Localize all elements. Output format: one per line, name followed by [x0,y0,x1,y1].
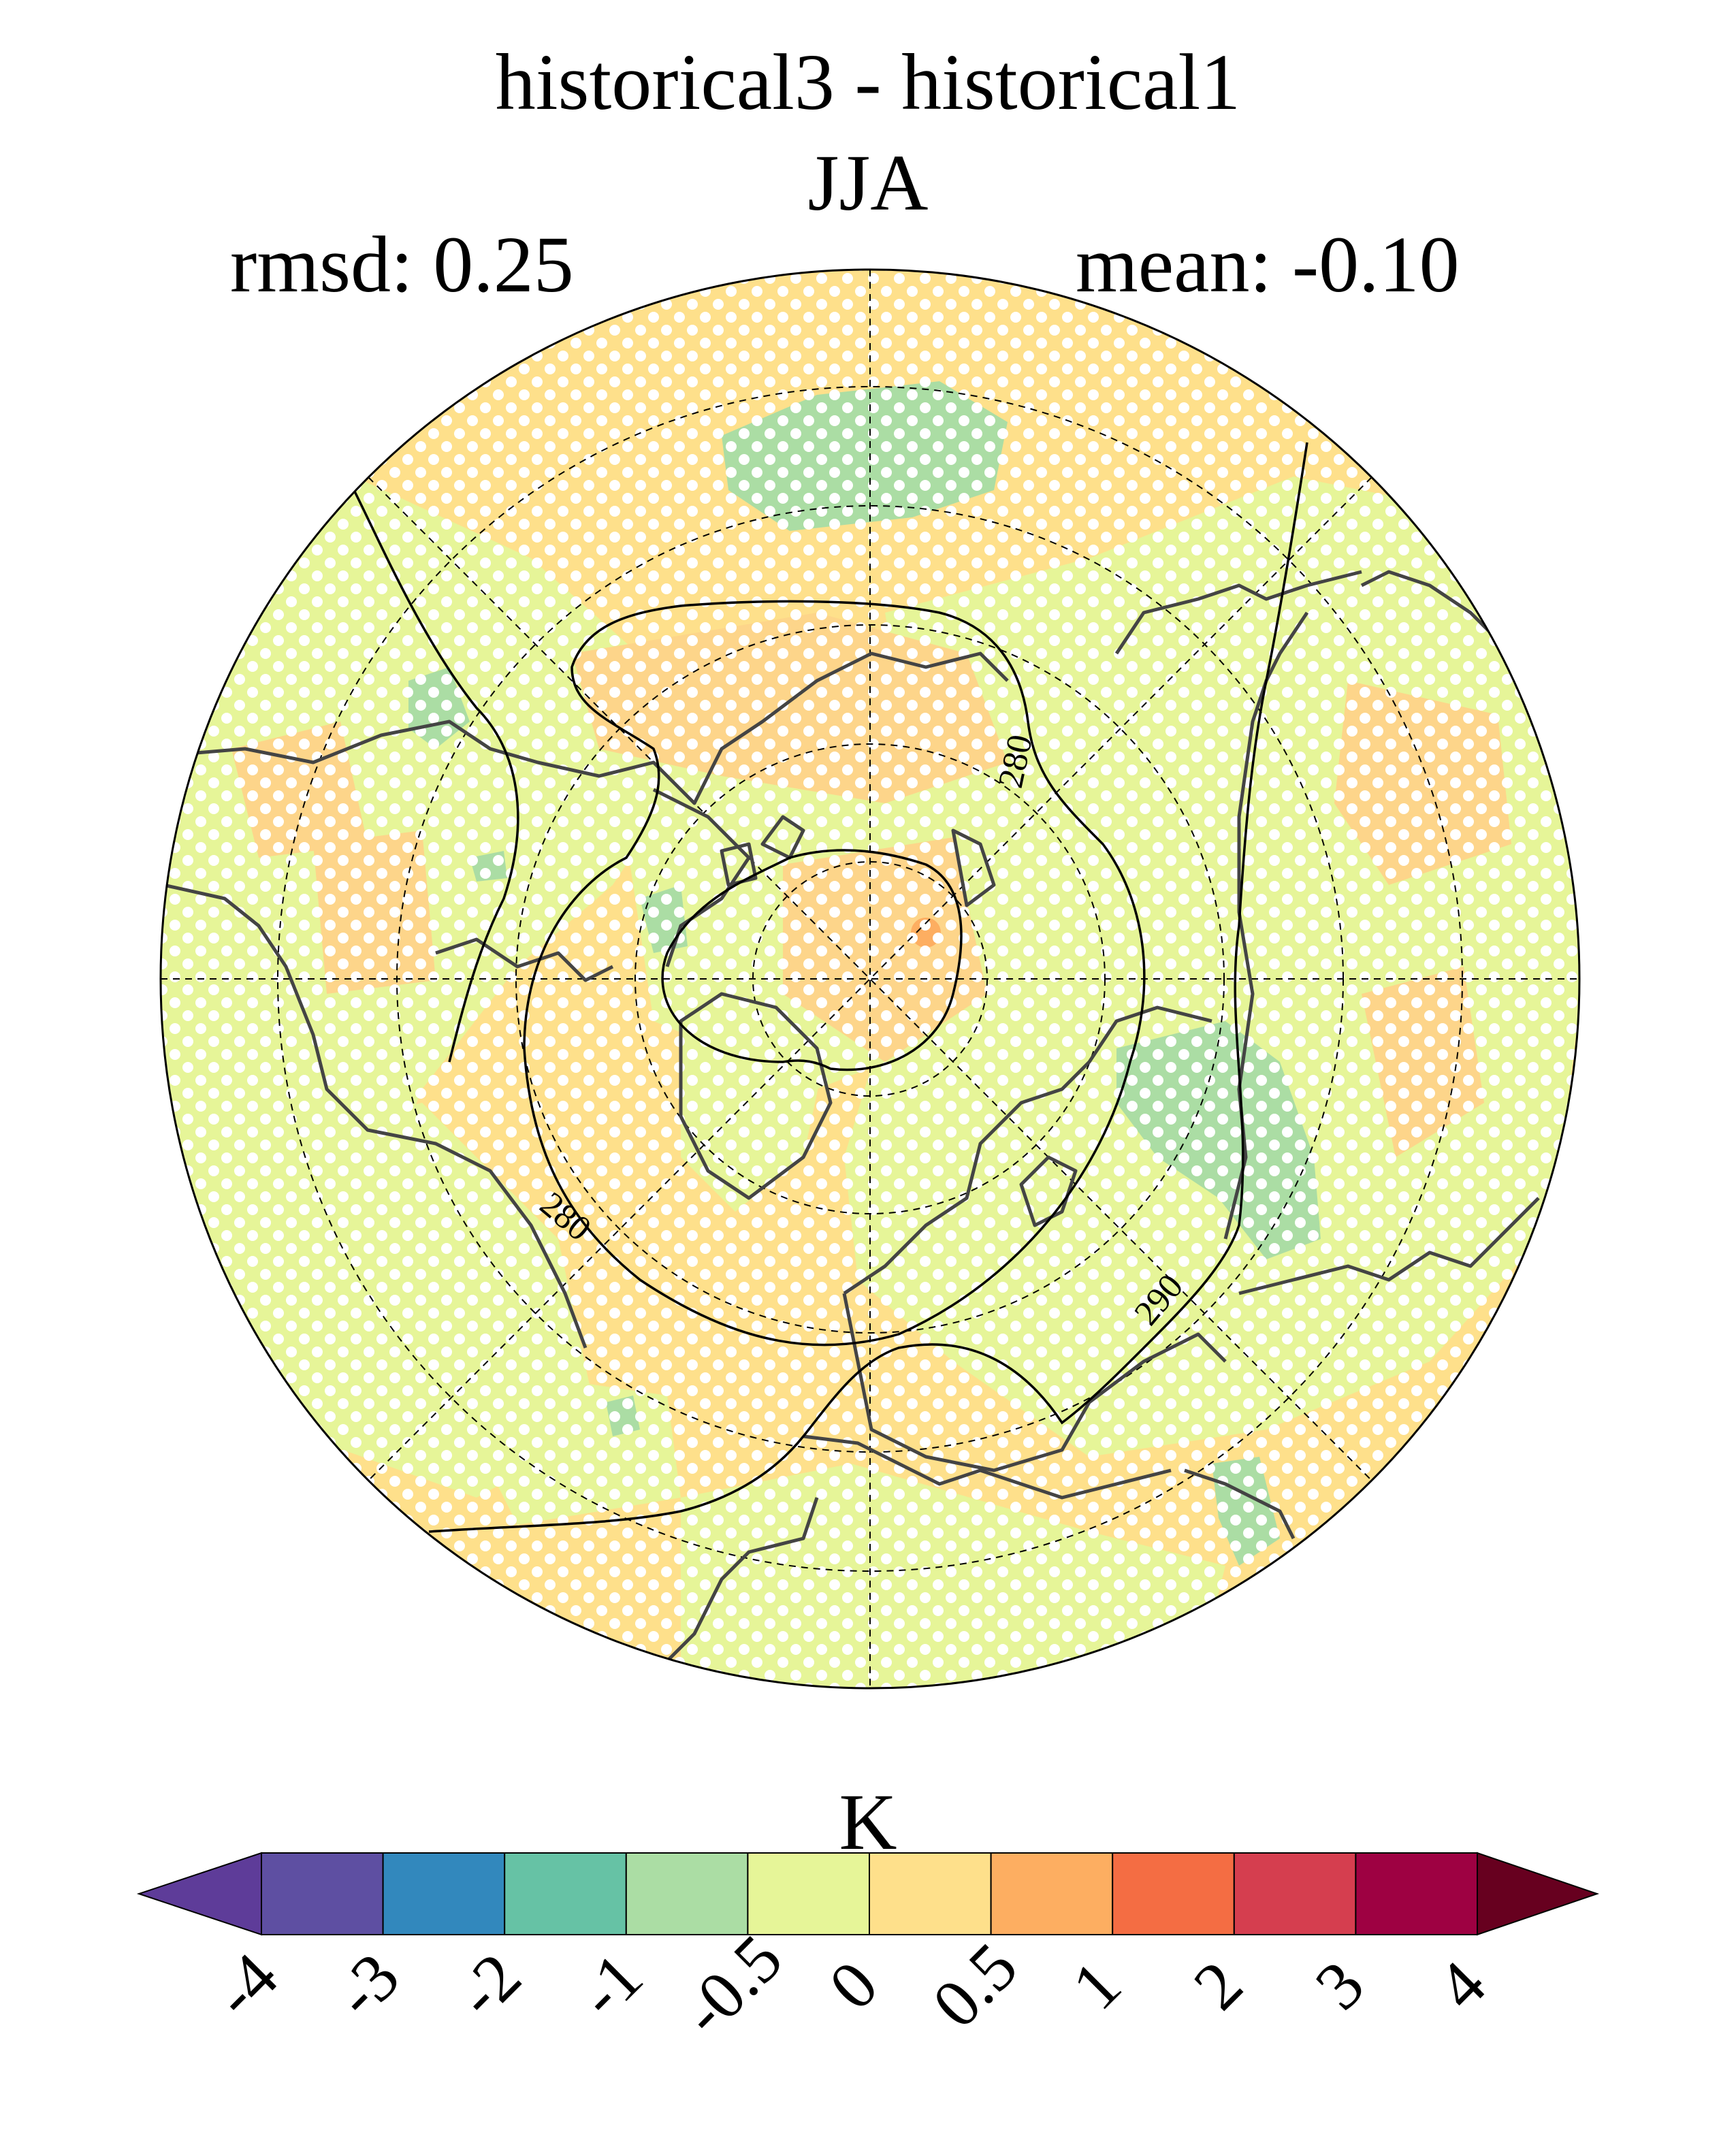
colorbar-tick-label: -1 [563,1939,656,2032]
colorbar-bin [990,1852,1114,1935]
colorbar-bin [504,1852,627,1935]
colorbar-tick-label: 4 [1422,1946,1500,2024]
colorbar-tick-label: -3 [320,1939,413,2032]
colorbar-bin [1233,1852,1357,1935]
colorbar-bin [869,1852,992,1935]
colorbar-tick-label: 0 [814,1946,892,2024]
graticule [161,270,1579,1688]
contours [353,442,1308,1533]
colorbar-tick-label: -0.5 [666,1920,796,2050]
colorbar-bin [747,1852,871,1935]
colorbar-tick-label: -2 [442,1939,535,2032]
season-label: JJA [807,138,929,227]
colorbar-tick-label: 0.5 [918,1929,1031,2042]
colorbar-under-arrow [136,1852,262,1936]
colorbar-bin [1355,1852,1479,1935]
colorbar-bins [136,1852,1600,1936]
colorbar-units: K [839,1777,897,1867]
colorbar-tick-label: -4 [199,1939,292,2032]
colorbar-bin [625,1852,749,1935]
colorbar-tick-label: 3 [1301,1946,1379,2024]
colorbar-over-arrow [1477,1852,1600,1936]
colorbar-bin [1112,1852,1235,1935]
plot-title: historical3 - historical1 [495,37,1241,127]
colorbar-ticks: -4 -3 -2 -1 -0.5 0 0.5 1 2 3 4 [199,1920,1500,2050]
colorbar-bin [261,1852,384,1935]
polar-map: 280 280 290 [159,268,1581,1690]
coastlines [163,570,1568,1662]
mean-label: mean: -0.10 [1076,220,1460,309]
colorbar-bin [382,1852,506,1935]
colorbar-tick-label: 1 [1058,1946,1136,2024]
map-boundary [159,268,1581,1690]
rmsd-label: rmsd: 0.25 [230,220,574,309]
colorbar-tick-label: 2 [1179,1946,1257,2024]
